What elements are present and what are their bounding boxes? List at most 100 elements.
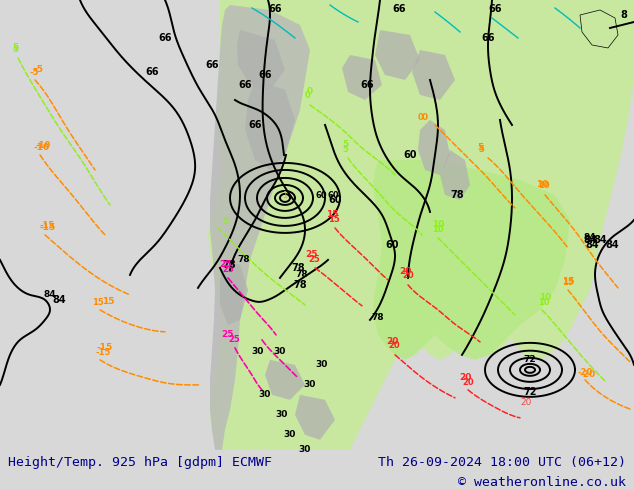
- Polygon shape: [265, 360, 305, 400]
- Polygon shape: [208, 0, 634, 450]
- Text: 66: 66: [392, 4, 406, 14]
- Text: -5: -5: [30, 68, 39, 77]
- Text: 0: 0: [422, 114, 428, 122]
- Text: 66: 66: [268, 4, 281, 14]
- Text: 60: 60: [316, 191, 328, 200]
- Text: 1: 1: [282, 191, 288, 200]
- Text: © weatheronline.co.uk: © weatheronline.co.uk: [458, 476, 626, 490]
- Text: 8: 8: [620, 10, 627, 20]
- Text: 66: 66: [258, 70, 271, 80]
- Text: 84: 84: [585, 240, 598, 250]
- Text: 10: 10: [432, 220, 444, 229]
- Text: 66: 66: [481, 33, 495, 43]
- Text: 66: 66: [488, 4, 501, 14]
- Text: 5: 5: [222, 218, 228, 226]
- Text: Height/Temp. 925 hPa [gdpm] ECMWF: Height/Temp. 925 hPa [gdpm] ECMWF: [8, 456, 271, 469]
- Polygon shape: [375, 30, 420, 80]
- Text: 15: 15: [326, 210, 339, 220]
- Text: -15: -15: [97, 343, 113, 352]
- Polygon shape: [440, 150, 470, 200]
- Text: 25: 25: [306, 250, 318, 259]
- Text: 15: 15: [92, 298, 104, 307]
- Text: -20: -20: [580, 370, 596, 379]
- Text: 5: 5: [342, 145, 348, 154]
- Text: 30: 30: [304, 380, 316, 390]
- Text: 72: 72: [523, 387, 537, 397]
- Text: 30: 30: [274, 347, 286, 356]
- Text: 84: 84: [44, 291, 56, 299]
- Text: 66: 66: [145, 67, 158, 77]
- Text: 30: 30: [284, 430, 296, 440]
- Text: 78: 78: [450, 190, 463, 200]
- Text: 20: 20: [402, 271, 413, 280]
- Text: 15: 15: [562, 277, 574, 286]
- Text: 25: 25: [219, 260, 231, 270]
- Text: 5: 5: [12, 45, 18, 54]
- Polygon shape: [245, 80, 295, 170]
- Text: 84: 84: [605, 240, 619, 250]
- Text: -10: -10: [35, 141, 50, 150]
- Text: 30: 30: [276, 410, 288, 419]
- Polygon shape: [418, 120, 450, 175]
- Text: 84: 84: [52, 295, 66, 305]
- Text: 84: 84: [583, 235, 597, 245]
- Text: 15: 15: [562, 278, 574, 287]
- Text: 66: 66: [360, 80, 373, 90]
- Text: 60: 60: [403, 150, 417, 160]
- Text: 30: 30: [316, 360, 328, 369]
- Text: 84: 84: [584, 233, 597, 243]
- Text: 78: 78: [295, 270, 308, 279]
- Polygon shape: [373, 160, 570, 360]
- Text: 10: 10: [539, 294, 551, 302]
- Text: 66: 66: [205, 60, 219, 70]
- Text: 0: 0: [418, 113, 424, 122]
- Text: 25: 25: [308, 255, 320, 264]
- Text: Th 26-09-2024 18:00 UTC (06+12): Th 26-09-2024 18:00 UTC (06+12): [378, 456, 626, 469]
- Text: 20: 20: [386, 337, 398, 346]
- Polygon shape: [342, 55, 382, 100]
- Text: 30: 30: [259, 391, 271, 399]
- Text: 15: 15: [101, 297, 114, 306]
- Text: 10: 10: [432, 225, 444, 234]
- Text: 60: 60: [385, 240, 399, 250]
- Polygon shape: [220, 260, 248, 325]
- Text: 10: 10: [536, 180, 548, 190]
- Text: 60: 60: [328, 195, 342, 205]
- Text: 66: 66: [238, 80, 252, 90]
- Polygon shape: [412, 50, 455, 100]
- Text: -15: -15: [95, 348, 110, 357]
- Text: 20: 20: [520, 398, 531, 407]
- Text: 0: 0: [307, 87, 313, 97]
- Text: 78: 78: [293, 280, 307, 290]
- Text: -10: -10: [34, 144, 50, 152]
- Text: 66: 66: [249, 120, 262, 130]
- Text: -15: -15: [40, 223, 56, 232]
- Text: 20: 20: [388, 341, 399, 350]
- Text: 60: 60: [328, 191, 340, 200]
- Text: 72: 72: [524, 355, 536, 365]
- Text: 5: 5: [477, 144, 483, 152]
- Text: 25: 25: [222, 265, 234, 274]
- Text: 5: 5: [12, 44, 18, 52]
- Polygon shape: [580, 10, 618, 48]
- Text: 5: 5: [478, 145, 484, 154]
- Text: 20: 20: [399, 268, 411, 276]
- Text: 30: 30: [252, 347, 264, 356]
- Text: 20: 20: [462, 378, 474, 387]
- Text: 25: 25: [222, 330, 234, 340]
- Polygon shape: [295, 395, 335, 440]
- Polygon shape: [210, 5, 310, 450]
- Polygon shape: [237, 30, 285, 90]
- Text: 78: 78: [238, 255, 250, 265]
- Text: 78: 78: [372, 314, 384, 322]
- Text: 78: 78: [291, 263, 305, 273]
- Text: 0: 0: [305, 91, 311, 100]
- Text: 20: 20: [459, 373, 471, 382]
- Text: 78: 78: [222, 260, 236, 270]
- Text: 15: 15: [328, 215, 340, 224]
- Text: 30: 30: [299, 445, 311, 454]
- Text: -15: -15: [40, 221, 55, 230]
- Text: 25: 25: [228, 335, 240, 344]
- Text: 5: 5: [342, 141, 348, 149]
- Text: -20: -20: [578, 368, 593, 377]
